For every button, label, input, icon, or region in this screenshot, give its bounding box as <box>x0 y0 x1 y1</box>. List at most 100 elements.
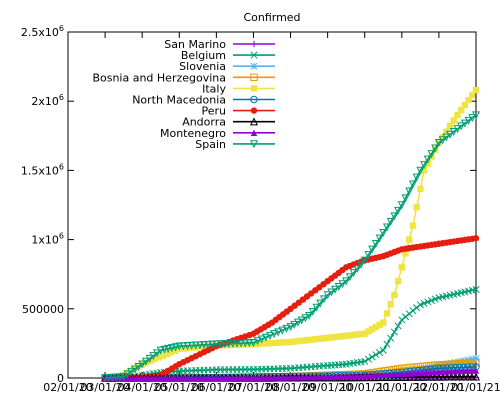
data-point-marker <box>164 344 173 353</box>
legend-item: Slovenia <box>179 60 275 73</box>
data-point-marker <box>151 355 158 363</box>
data-point-marker <box>328 334 335 341</box>
data-point-marker <box>233 341 241 348</box>
legend-item: Bosnia and Herzegovina <box>92 71 275 84</box>
data-point-marker <box>472 285 480 293</box>
data-point-marker <box>312 303 321 312</box>
series-line <box>105 288 477 379</box>
data-point-marker <box>262 340 270 347</box>
data-point-marker <box>250 374 257 381</box>
data-point-marker <box>257 335 266 344</box>
x-tick-label: 04/01/20 <box>117 381 166 394</box>
data-point-marker <box>250 40 258 48</box>
data-point-marker <box>417 185 424 193</box>
data-point-marker <box>439 372 448 381</box>
data-point-marker <box>233 374 241 382</box>
data-point-marker <box>299 374 307 381</box>
data-point-marker <box>415 369 422 377</box>
data-point-marker <box>391 291 398 299</box>
legend-label: Slovenia <box>179 60 226 73</box>
data-point-marker <box>434 139 443 148</box>
x-tick-label: 01/01/21 <box>451 381 500 394</box>
x-tick-label: 06/01/20 <box>192 381 241 394</box>
data-point-marker <box>375 234 384 243</box>
data-point-marker <box>316 335 323 342</box>
data-point-marker <box>159 352 166 359</box>
data-point-marker <box>119 372 128 381</box>
data-point-marker <box>469 91 476 99</box>
data-point-marker <box>345 332 352 339</box>
data-point-marker <box>438 136 447 145</box>
data-point-marker <box>431 363 439 371</box>
data-point-marker <box>242 374 249 381</box>
data-point-marker <box>242 341 249 348</box>
data-point-marker <box>149 352 158 361</box>
data-point-marker <box>364 355 372 363</box>
data-point-marker <box>408 180 417 189</box>
data-point-marker <box>336 373 344 380</box>
data-point-marker <box>303 336 311 344</box>
data-point-marker <box>204 374 212 382</box>
data-point-marker <box>357 260 366 269</box>
data-point-marker <box>468 114 477 123</box>
data-point-marker <box>307 373 315 381</box>
data-point-marker <box>287 338 294 346</box>
data-point-marker <box>167 349 175 356</box>
legend-item: Montenegro <box>160 127 275 140</box>
data-point-marker <box>312 336 319 343</box>
x-axis: 02/01/2003/01/2004/01/2005/01/2006/01/20… <box>43 32 500 394</box>
data-point-marker <box>241 339 250 348</box>
data-point-marker <box>291 338 298 345</box>
data-point-marker <box>167 344 176 353</box>
data-point-marker <box>416 166 425 175</box>
data-point-marker <box>382 371 389 378</box>
data-point-marker <box>199 341 209 350</box>
x-tick-label: 11/01/20 <box>377 381 426 394</box>
data-point-marker <box>368 326 376 333</box>
data-point-marker <box>368 245 377 254</box>
data-point-marker <box>120 372 127 379</box>
data-point-marker <box>406 372 415 381</box>
data-point-marker <box>145 354 154 363</box>
data-point-marker <box>380 319 387 326</box>
data-point-marker <box>447 372 456 381</box>
data-point-marker <box>156 346 165 355</box>
y-tick-label: 2.5x106 <box>21 24 64 39</box>
data-point-marker <box>464 367 471 374</box>
data-point-marker <box>316 373 323 381</box>
data-point-marker <box>270 339 278 347</box>
legend-item: North Macedonia <box>132 94 275 107</box>
data-point-marker <box>291 374 298 381</box>
data-point-marker <box>220 340 229 349</box>
data-point-marker <box>427 150 436 159</box>
data-point-marker <box>410 369 418 377</box>
data-point-marker <box>452 367 459 375</box>
data-point-marker <box>112 373 121 382</box>
data-point-marker <box>171 343 180 352</box>
x-tick-label: 12/01/20 <box>414 381 463 394</box>
data-point-marker <box>253 337 262 346</box>
legend-item: Andorra <box>182 116 275 129</box>
data-point-marker <box>394 206 403 215</box>
data-point-marker <box>153 349 162 358</box>
data-point-marker <box>290 320 299 329</box>
data-point-marker <box>414 372 423 381</box>
data-point-marker <box>472 355 480 363</box>
data-point-marker <box>209 374 216 382</box>
data-point-marker <box>196 343 204 351</box>
data-point-marker <box>324 373 331 381</box>
chart-title: Confirmed <box>243 11 300 24</box>
data-point-marker <box>258 374 265 381</box>
data-point-marker <box>270 374 278 381</box>
data-point-marker <box>349 269 358 278</box>
data-point-marker <box>426 372 435 381</box>
data-point-marker <box>104 374 113 383</box>
data-point-marker <box>394 370 401 378</box>
data-point-marker <box>454 111 461 119</box>
x-tick-label: 08/01/20 <box>266 381 315 394</box>
x-tick-label: 05/01/20 <box>155 381 204 394</box>
data-point-marker <box>472 359 480 367</box>
y-tick-label: 1.5x106 <box>21 162 64 177</box>
data-point-marker <box>368 353 376 361</box>
data-point-marker <box>179 342 188 351</box>
